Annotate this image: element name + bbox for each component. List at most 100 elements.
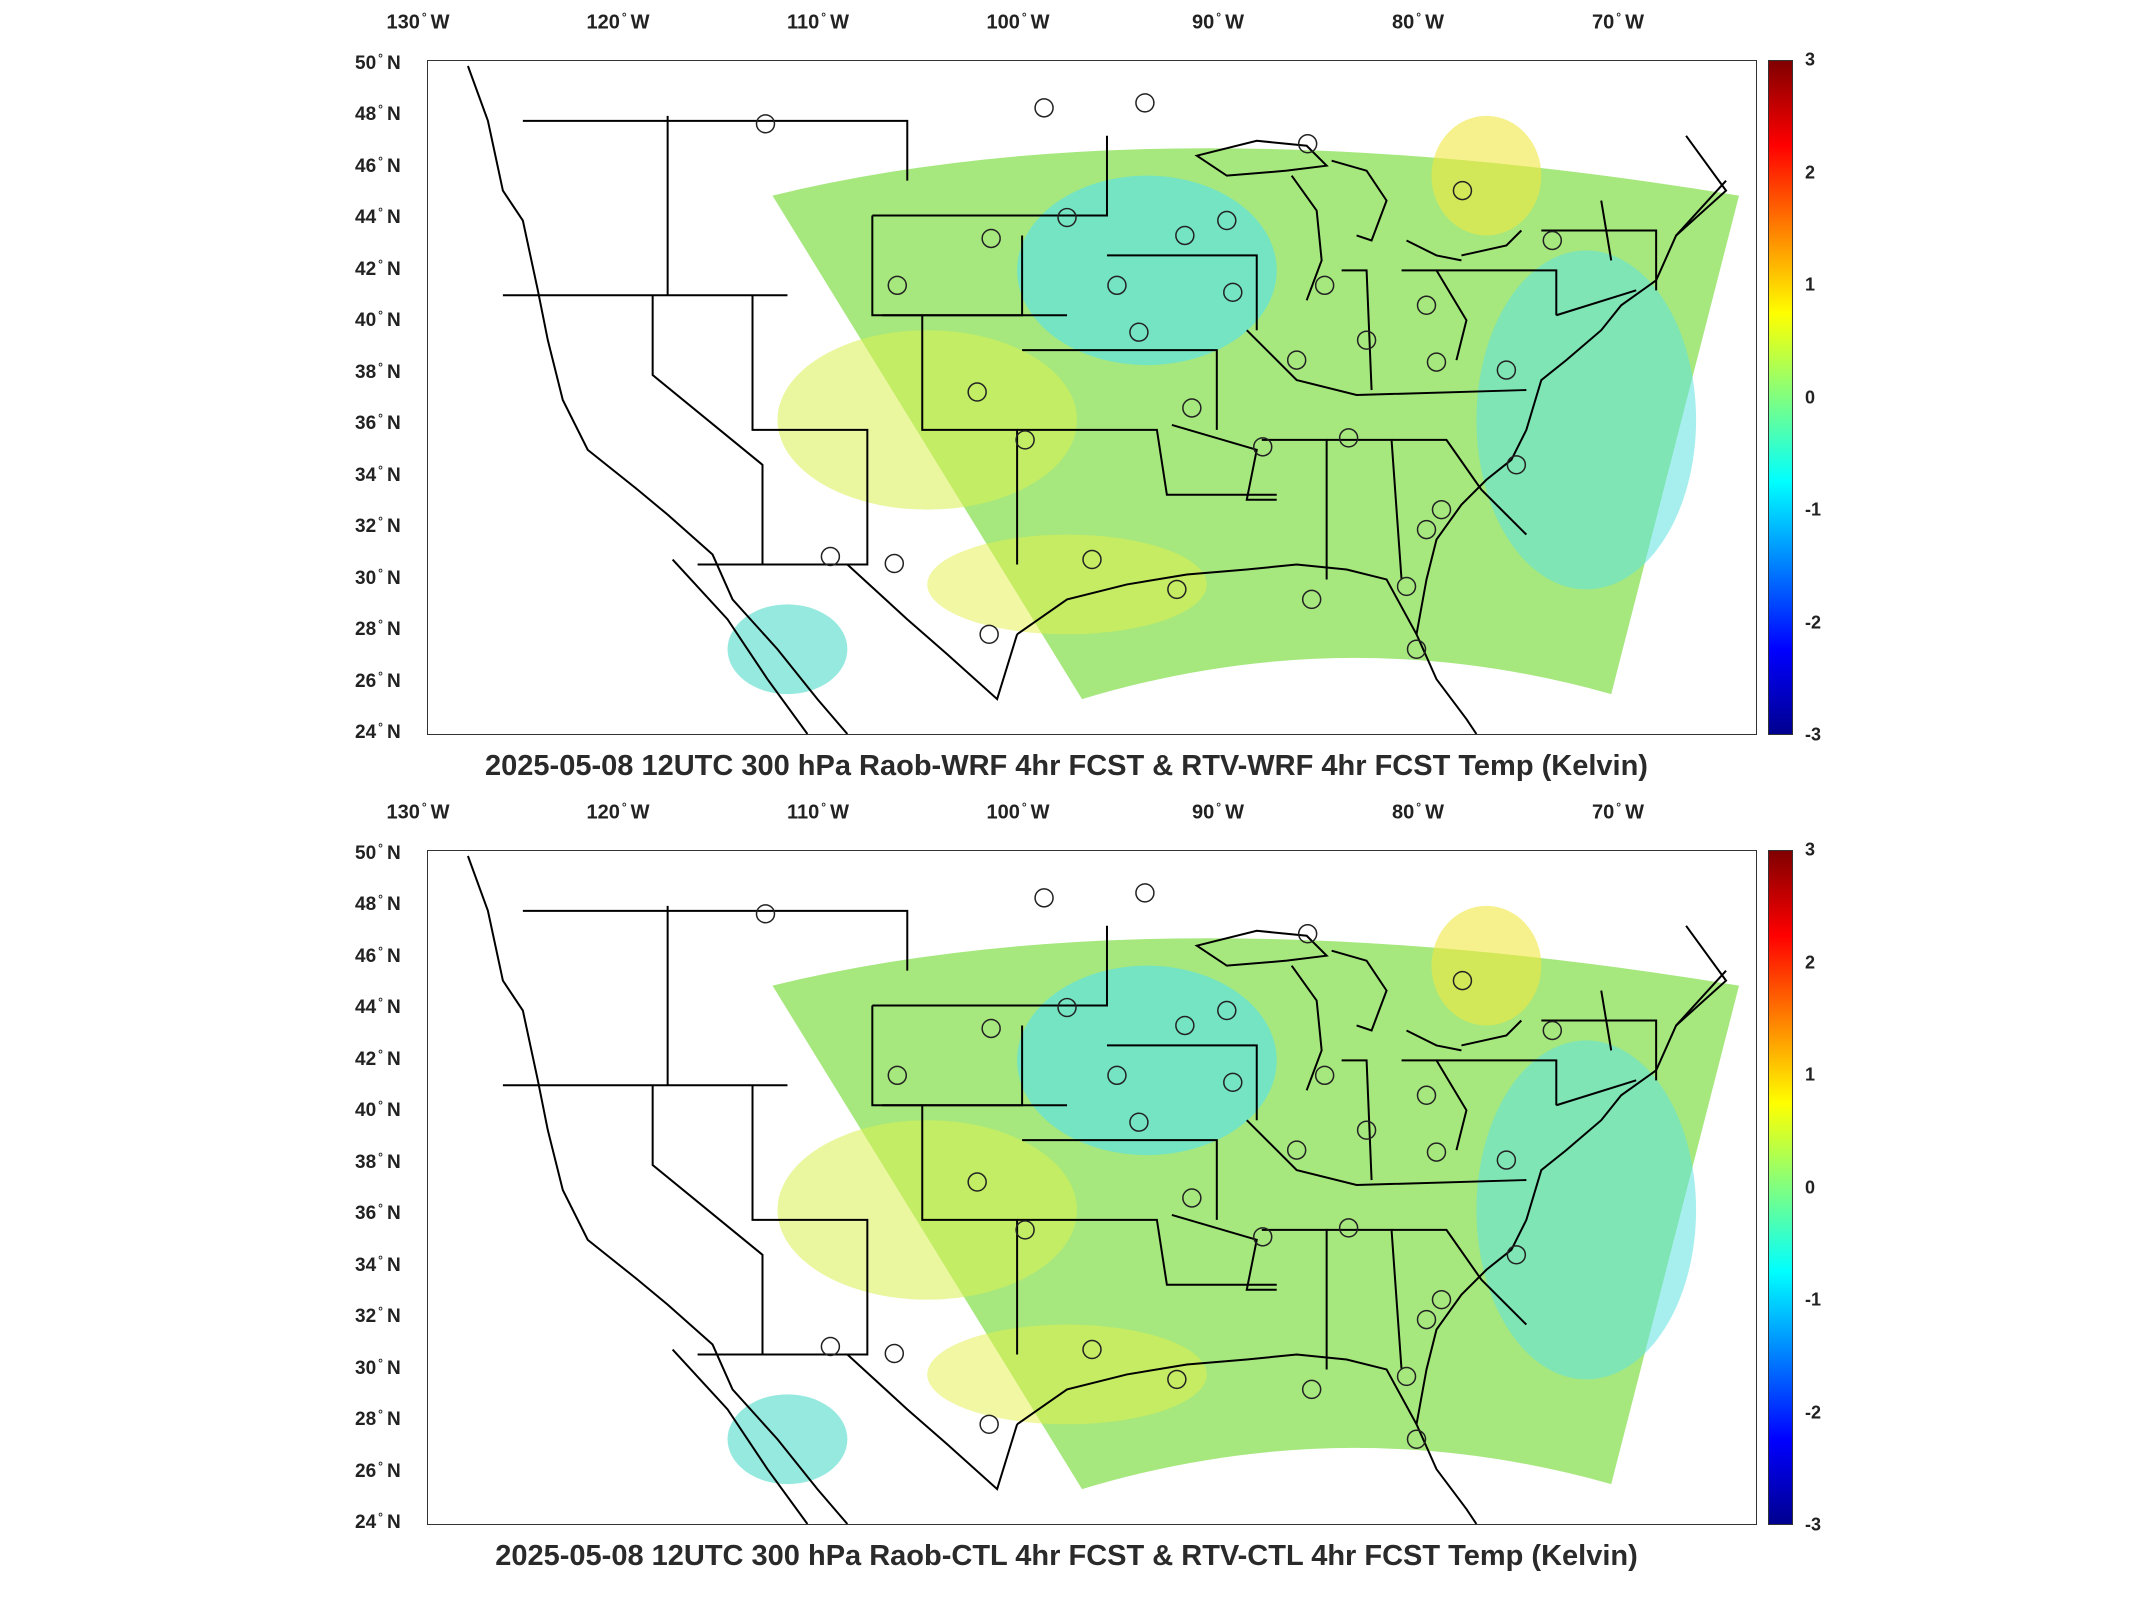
warm-anomaly-region-south — [927, 1324, 1207, 1425]
station-marker — [1297, 134, 1318, 154]
cool-anomaly-region — [1017, 965, 1277, 1156]
cool-anomaly-region — [1017, 175, 1277, 366]
latitude-label: 36 ° N — [355, 1201, 401, 1225]
longitude-label: 90 ° W — [1192, 10, 1244, 34]
raob-station-markers — [755, 93, 1563, 659]
station-marker — [1496, 1150, 1517, 1170]
station-marker — [1182, 398, 1202, 418]
warm-anomaly-region-north — [1431, 115, 1542, 236]
longitude-label: 100 ° W — [986, 800, 1050, 824]
cool-anomaly-region-sw — [727, 1394, 848, 1485]
latitude-label: 24 ° N — [355, 719, 401, 744]
latitude-label: 42 ° N — [355, 1046, 401, 1071]
panel-title: 2025-05-08 12UTC 300 hPa Raob-WRF 4hr FC… — [485, 750, 1648, 782]
warm-anomaly-region — [777, 1120, 1078, 1300]
station-marker — [755, 904, 776, 924]
cool-anomaly-region-east — [1476, 250, 1697, 590]
latitude-label: 40 ° N — [355, 1098, 401, 1122]
longitude-label: 120 ° W — [586, 10, 650, 34]
station-marker — [1217, 210, 1237, 231]
longitude-label: 70 ° W — [1592, 10, 1644, 34]
station-marker — [820, 1336, 841, 1357]
station-marker — [1506, 455, 1527, 475]
station-marker — [1175, 1015, 1195, 1036]
latitude-label: 32 ° N — [355, 513, 401, 538]
colorbar-tick: -1 — [1805, 1289, 1822, 1310]
station-marker — [981, 228, 1001, 249]
station-marker — [1223, 282, 1243, 303]
map-plot-area — [427, 850, 1757, 1525]
latitude-label: 28 ° N — [355, 616, 401, 641]
latitude-label: 48 ° N — [355, 102, 401, 126]
station-marker — [1217, 1000, 1237, 1021]
station-marker — [1253, 437, 1273, 457]
station-marker — [887, 1065, 908, 1086]
latitude-label: 38 ° N — [355, 1149, 401, 1173]
latitude-label: 44 ° N — [355, 205, 401, 229]
longitude-label: 120 ° W — [586, 800, 650, 824]
colorbar-tick: -2 — [1805, 612, 1822, 632]
station-marker — [1301, 1379, 1322, 1400]
colorbar — [1768, 60, 1793, 735]
station-marker — [1129, 322, 1149, 342]
longitude-label: 90 ° W — [1192, 800, 1244, 824]
latitude-label: 48 ° N — [355, 892, 401, 916]
station-marker — [1338, 1218, 1359, 1238]
colorbar-tick: 2 — [1805, 162, 1816, 182]
station-marker — [1182, 1188, 1202, 1208]
map-plot-area — [427, 60, 1757, 735]
station-marker — [979, 1414, 999, 1435]
latitude-label: 50 ° N — [355, 50, 401, 75]
longitude-label: 110 ° W — [787, 800, 849, 824]
station-marker — [1416, 519, 1437, 540]
station-marker — [1034, 98, 1054, 118]
station-marker — [1015, 430, 1035, 450]
latitude-label: 46 ° N — [355, 153, 401, 178]
latitude-label: 30 ° N — [355, 565, 401, 589]
bottom-map-panel: 130 ° W 120 ° W 110 ° W 100 ° W 90 ° W 80 ° W 70 ° W 50 ° N 48 °… — [0, 790, 2133, 1590]
gulf-coastline — [1016, 1353, 1418, 1426]
station-marker — [1338, 428, 1359, 448]
station-marker — [1301, 589, 1322, 610]
station-marker — [1167, 579, 1187, 600]
west-coastline — [467, 855, 849, 1524]
station-marker — [884, 553, 905, 574]
state-boundaries — [502, 115, 1728, 580]
station-marker — [1396, 1366, 1417, 1387]
station-marker — [1286, 1140, 1307, 1160]
great-lakes-outline — [1194, 139, 1523, 301]
station-marker — [967, 382, 987, 402]
station-marker — [1416, 295, 1437, 315]
map-canvas — [467, 65, 1740, 734]
station-marker — [1135, 93, 1155, 113]
baja-coastline — [671, 1348, 809, 1524]
colorbar-tick: 1 — [1805, 1064, 1816, 1085]
station-marker — [1082, 549, 1102, 570]
latitude-label: 40 ° N — [355, 308, 401, 332]
longitude-label: 110 ° W — [787, 10, 849, 34]
west-coastline — [467, 65, 849, 734]
station-marker — [1057, 207, 1077, 228]
station-marker — [1253, 1227, 1273, 1247]
latitude-label: 36 ° N — [355, 411, 401, 435]
station-marker — [1426, 352, 1447, 372]
station-marker — [1406, 639, 1427, 659]
station-marker — [1452, 970, 1473, 991]
station-marker — [1057, 997, 1077, 1018]
latitude-label: 50 ° N — [355, 840, 401, 865]
latitude-label: 42 ° N — [355, 256, 401, 281]
latitude-label: 28 ° N — [355, 1406, 401, 1431]
latitude-label: 26 ° N — [355, 1458, 401, 1482]
station-marker — [1542, 230, 1563, 251]
colorbar-tick: 0 — [1805, 387, 1816, 407]
colorbar-tick: -2 — [1805, 1402, 1822, 1422]
colorbar — [1768, 850, 1793, 1525]
station-marker — [1175, 225, 1195, 246]
station-marker — [981, 1018, 1001, 1039]
station-marker — [820, 546, 841, 567]
station-marker — [979, 624, 999, 645]
cool-anomaly-region-east — [1476, 1040, 1697, 1380]
great-lakes-outline — [1194, 929, 1523, 1091]
station-marker — [884, 1343, 905, 1364]
colorbar-tick: 2 — [1805, 952, 1816, 972]
